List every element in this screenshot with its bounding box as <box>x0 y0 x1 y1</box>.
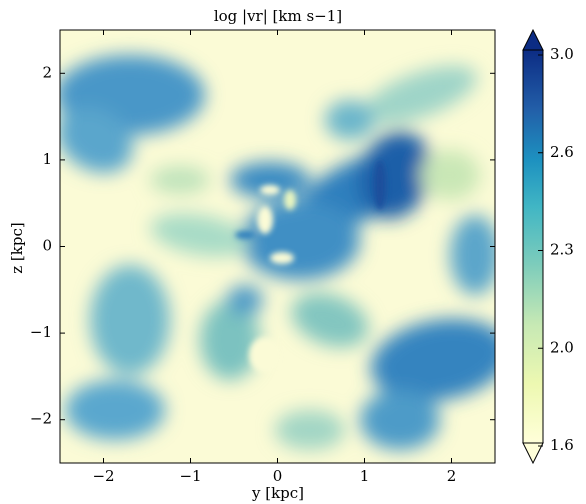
colorbar-tick-label: 2.0 <box>550 338 574 356</box>
field-patch <box>150 213 250 257</box>
field-patch <box>200 300 260 380</box>
field-detail-patch <box>257 206 273 234</box>
y-tick-label: 2 <box>42 63 52 81</box>
colorbar-tick-label: 3.0 <box>550 45 574 63</box>
field-patch <box>420 150 480 200</box>
chart-title: log |vr| [km s−1] <box>214 7 342 25</box>
x-tick-label: 0 <box>273 467 283 485</box>
field-patch <box>363 65 477 125</box>
y-tick-label: 0 <box>42 237 52 255</box>
field-detail-patch <box>284 190 296 210</box>
colorbar-tick-label: 1.6 <box>550 436 574 454</box>
field-detail-patch <box>249 337 281 373</box>
field-detail-patch <box>374 160 386 210</box>
field-patch <box>370 318 495 402</box>
y-tick-label: −2 <box>30 410 52 428</box>
field-patch <box>150 166 210 194</box>
y-axis-label: z [kpc] <box>8 222 26 273</box>
velocity-field <box>60 30 495 463</box>
field-patch <box>240 200 360 280</box>
colorbar-extend-top <box>522 28 544 51</box>
x-tick-label: 1 <box>360 467 370 485</box>
x-tick-label: −2 <box>92 467 114 485</box>
colorbar-tick-label: 2.3 <box>550 241 574 259</box>
x-tick-label: 2 <box>447 467 457 485</box>
field-patch <box>227 285 263 315</box>
colorbar <box>522 28 544 465</box>
field-patch <box>65 380 165 440</box>
field-patch <box>291 292 369 348</box>
y-tick-label: 1 <box>42 150 52 168</box>
field-detail-patch <box>260 185 280 195</box>
colorbar-tick-label: 2.6 <box>550 143 574 161</box>
field-patch <box>60 107 133 173</box>
field-patch <box>325 100 375 140</box>
field-patch <box>230 162 310 198</box>
field-patch <box>450 215 495 295</box>
x-tick-label: −1 <box>179 467 201 485</box>
colorbar-body <box>522 49 544 444</box>
field-smooth <box>60 55 495 450</box>
field-detail-patch <box>270 252 294 264</box>
y-tick-label: −1 <box>30 323 52 341</box>
field-patch <box>360 390 440 450</box>
field-detail-patch <box>235 231 255 239</box>
field-detail <box>235 160 386 373</box>
x-axis-label: y [kpc] <box>251 484 304 502</box>
field-patch <box>90 265 170 375</box>
field-patch <box>275 410 345 450</box>
colorbar-extend-bottom <box>522 442 544 465</box>
